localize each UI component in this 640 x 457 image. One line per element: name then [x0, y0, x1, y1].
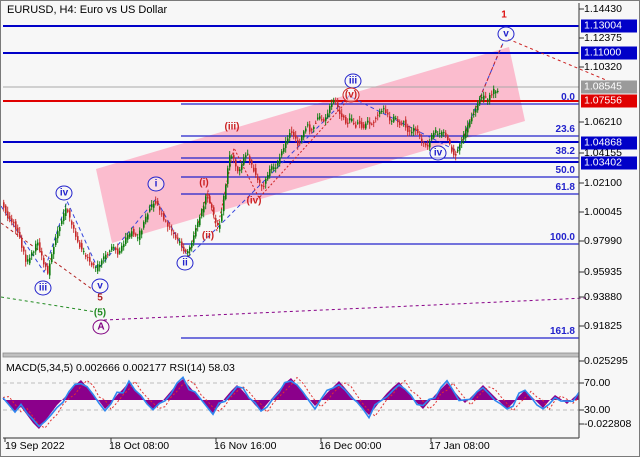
date-label: 16 Dec 00:00 — [319, 440, 382, 452]
wave-label: A — [92, 319, 110, 335]
axis-tick-label: -0.022808 — [584, 418, 632, 430]
macd-signal-line — [2, 376, 580, 429]
fib-level-label: 23.6 — [555, 124, 575, 135]
fib-level-label: 0.0 — [561, 92, 575, 103]
wave-circle: v — [497, 26, 515, 42]
wave-label: ii — [176, 255, 194, 271]
wave-label: iv — [55, 185, 73, 201]
wave-label: iii — [344, 73, 362, 89]
indicator-label: MACD(5,34,5) 0.002666 0.002177 RSI(14) 5… — [6, 362, 235, 374]
date-label: 16 Nov 16:00 — [214, 440, 277, 452]
fib-level-label: 100.0 — [549, 232, 575, 243]
date-label: 18 Oct 08:00 — [109, 440, 170, 452]
wave-label: v — [91, 278, 109, 294]
macd-histogram — [3, 378, 579, 429]
wave-label: (ii) — [201, 230, 215, 242]
chart-title: EURUSD, H4: Euro vs US Dollar — [7, 4, 168, 16]
wave-circle: iv — [55, 185, 73, 201]
wave-circle: iii — [344, 73, 362, 89]
axis-tick-label: 0.93880 — [584, 291, 622, 303]
axis-tick-label: 30.00 — [584, 404, 611, 416]
wave-label: (i) — [199, 177, 209, 189]
fib-level-label: 161.8 — [549, 326, 575, 337]
wave-label: 1 — [501, 9, 507, 21]
axis-tick-label: 1.00045 — [584, 206, 622, 218]
rsi-line — [2, 375, 580, 428]
axis-tick-label: 1.14430 — [584, 3, 622, 15]
fib-level-label: 61.8 — [555, 182, 575, 193]
price-level-box: 1.07556 — [581, 94, 637, 108]
axis-tick-label: 0.91825 — [584, 320, 622, 332]
wave-circle: i — [147, 176, 165, 192]
axis-tick-label: 1.12375 — [584, 32, 622, 44]
price-level-box: 1.08545 — [581, 80, 637, 94]
axis-tick-label: 1.04155 — [584, 147, 622, 159]
wave-label: 5 — [97, 292, 103, 304]
fib-level-label: 38.2 — [555, 146, 575, 157]
date-label: 17 Jan 08:00 — [429, 440, 490, 452]
wave-label: (v) — [342, 87, 360, 103]
axis-tick-label: 70.00 — [584, 377, 611, 389]
wave-circle: v — [91, 278, 109, 294]
price-level-box: 1.03402 — [581, 156, 637, 170]
axis-tick-label: 1.06210 — [584, 116, 622, 128]
axis-tick-label: 0.97990 — [584, 235, 622, 247]
axis-tick-label: 0.025295 — [584, 355, 628, 367]
price-level-box: 1.13004 — [581, 19, 637, 33]
axis-tick-label: 1.02100 — [584, 177, 622, 189]
axis-tick-label: 0.95935 — [584, 266, 622, 278]
wave-label: iv — [429, 145, 447, 161]
wave-circle: ii — [176, 255, 194, 271]
wave-label: (5) — [93, 307, 107, 319]
wave-label: i — [147, 176, 165, 192]
wave-label: (iii) — [224, 121, 240, 133]
price-level-box: 1.04868 — [581, 136, 637, 150]
wave-label: v — [497, 26, 515, 42]
fib-level-label: 50.0 — [555, 165, 575, 176]
price-level-box: 1.11000 — [581, 46, 637, 60]
axis-tick-label: 1.10320 — [584, 61, 622, 73]
date-label: 19 Sep 2022 — [5, 440, 65, 452]
wave-label: (iv) — [246, 195, 262, 207]
wave-circle: iii — [34, 280, 52, 296]
wave-label: iii — [34, 280, 52, 296]
wave-circle: (v) — [342, 87, 360, 103]
wave-circle: A — [92, 319, 110, 335]
wave-circle: iv — [429, 145, 447, 161]
